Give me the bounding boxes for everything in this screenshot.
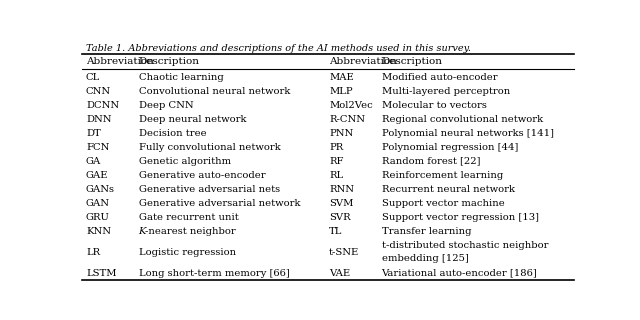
Text: Reinforcement learning: Reinforcement learning — [381, 171, 503, 180]
Text: Random forest [22]: Random forest [22] — [381, 157, 480, 166]
Text: Genetic algorithm: Genetic algorithm — [138, 157, 230, 166]
Text: Molecular to vectors: Molecular to vectors — [381, 101, 486, 110]
Text: LSTM: LSTM — [86, 268, 116, 278]
Text: Description: Description — [138, 57, 200, 66]
Text: SVM: SVM — [329, 199, 353, 208]
Text: DCNN: DCNN — [86, 101, 119, 110]
Text: GAN: GAN — [86, 199, 110, 208]
Text: Fully convolutional network: Fully convolutional network — [138, 143, 280, 152]
Text: FCN: FCN — [86, 143, 109, 152]
Text: MAE: MAE — [329, 73, 354, 82]
Text: Decision tree: Decision tree — [138, 129, 206, 138]
Text: K: K — [138, 227, 146, 236]
Text: GRU: GRU — [86, 212, 110, 222]
Text: PR: PR — [329, 143, 343, 152]
Text: TL: TL — [329, 227, 342, 236]
Text: Mol2Vec: Mol2Vec — [329, 101, 372, 110]
Text: GAE: GAE — [86, 171, 108, 180]
Text: Description: Description — [381, 57, 443, 66]
Text: KNN: KNN — [86, 227, 111, 236]
Text: SVR: SVR — [329, 212, 351, 222]
Text: PNN: PNN — [329, 129, 353, 138]
Text: Modified auto-encoder: Modified auto-encoder — [381, 73, 497, 82]
Text: -nearest neighbor: -nearest neighbor — [145, 227, 236, 236]
Text: Gate recurrent unit: Gate recurrent unit — [138, 212, 238, 222]
Text: Generative adversarial network: Generative adversarial network — [138, 199, 300, 208]
Text: embedding [125]: embedding [125] — [381, 254, 468, 263]
Text: t-SNE: t-SNE — [329, 248, 359, 257]
Text: Support vector regression [13]: Support vector regression [13] — [381, 212, 539, 222]
Text: Generative auto-encoder: Generative auto-encoder — [138, 171, 265, 180]
Text: LR: LR — [86, 248, 100, 257]
Text: RL: RL — [329, 171, 343, 180]
Text: RF: RF — [329, 157, 344, 166]
Text: Chaotic learning: Chaotic learning — [138, 73, 223, 82]
Text: Recurrent neural network: Recurrent neural network — [381, 185, 515, 194]
Text: Transfer learning: Transfer learning — [381, 227, 471, 236]
Text: Long short-term memory [66]: Long short-term memory [66] — [138, 268, 289, 278]
Text: CNN: CNN — [86, 87, 111, 96]
Text: GA: GA — [86, 157, 101, 166]
Text: CL: CL — [86, 73, 100, 82]
Text: Table 1. Abbreviations and descriptions of the AI methods used in this survey.: Table 1. Abbreviations and descriptions … — [86, 44, 471, 53]
Text: Generative adversarial nets: Generative adversarial nets — [138, 185, 280, 194]
Text: Deep neural network: Deep neural network — [138, 115, 246, 124]
Text: GANs: GANs — [86, 185, 115, 194]
Text: RNN: RNN — [329, 185, 354, 194]
Text: Abbreviation: Abbreviation — [329, 57, 397, 66]
Text: Polynomial neural networks [141]: Polynomial neural networks [141] — [381, 129, 554, 138]
Text: Deep CNN: Deep CNN — [138, 101, 193, 110]
Text: Regional convolutional network: Regional convolutional network — [381, 115, 543, 124]
Text: MLP: MLP — [329, 87, 353, 96]
Text: DT: DT — [86, 129, 100, 138]
Text: DNN: DNN — [86, 115, 111, 124]
Text: Support vector machine: Support vector machine — [381, 199, 504, 208]
Text: R-CNN: R-CNN — [329, 115, 365, 124]
Text: Abbreviation: Abbreviation — [86, 57, 154, 66]
Text: Multi-layered perceptron: Multi-layered perceptron — [381, 87, 510, 96]
Text: t-distributed stochastic neighbor: t-distributed stochastic neighbor — [381, 241, 548, 250]
Text: Convolutional neural network: Convolutional neural network — [138, 87, 290, 96]
Text: Polynomial regression [44]: Polynomial regression [44] — [381, 143, 518, 152]
Text: VAE: VAE — [329, 268, 350, 278]
Text: Logistic regression: Logistic regression — [138, 248, 236, 257]
Text: Variational auto-encoder [186]: Variational auto-encoder [186] — [381, 268, 538, 278]
